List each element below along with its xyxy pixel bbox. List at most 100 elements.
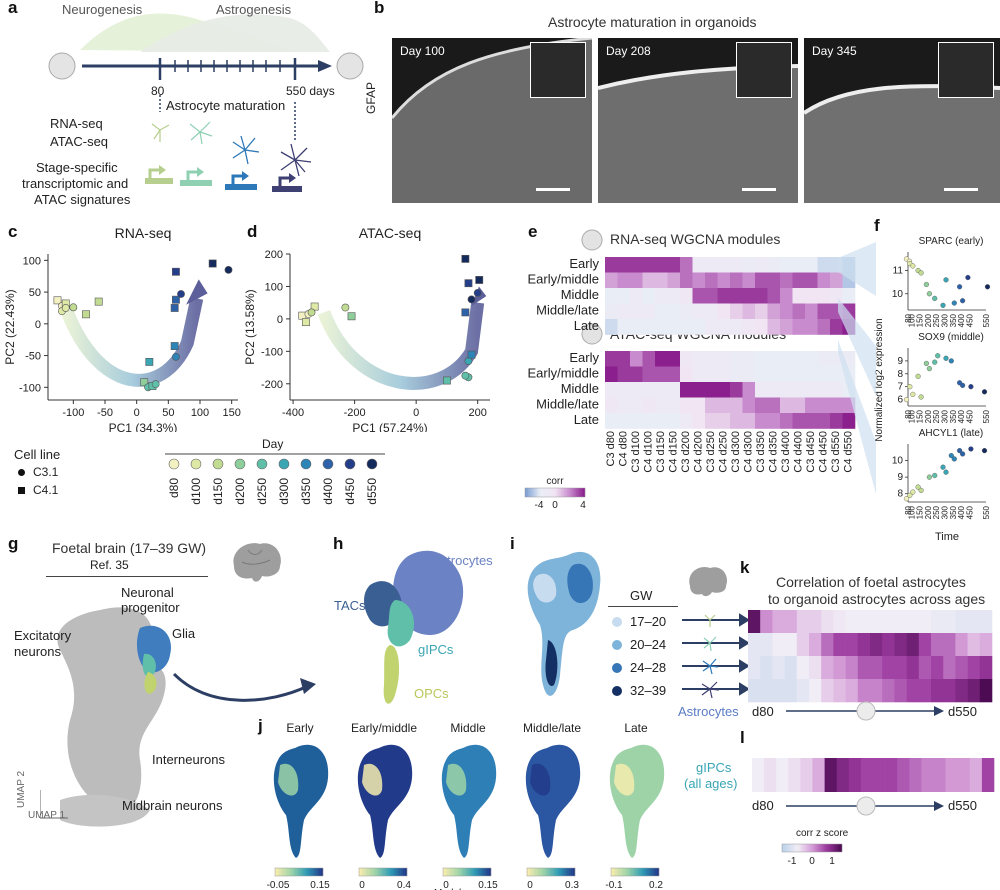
heatmap-cell [817,382,831,398]
colorbar-segment [313,868,316,876]
umap2-label: UMAP 2 [16,770,27,808]
heatmap-cell [630,319,643,335]
colorbar-segment [453,868,456,876]
heatmap-cell [833,679,846,703]
y-tick-label: 8 [897,369,903,380]
gw-legend-item-1: 17–20 [612,614,666,629]
colorbar-segment [529,488,532,497]
progenitor-label: progenitor [121,600,180,615]
glia-umap-celltypes [364,550,464,704]
y-tick-label: 9 [897,472,903,483]
heatmap-cell [772,656,785,680]
heatmap-col-label: C3 d350 [755,431,767,473]
colorbar-segment [369,868,372,876]
heatmap-cell [817,366,831,383]
heatmap-cell [830,413,843,429]
day-swatch [212,458,224,470]
colorbar-segment [837,844,840,852]
heatmap-cell [730,257,743,273]
data-point [981,389,988,395]
heatmap-cell [680,288,693,304]
colorbar-segment [840,844,843,852]
heatmap-cell [906,633,920,657]
colorbar-segment [816,844,819,852]
heatmap-cell [969,758,983,792]
colorbar-segment [365,868,368,876]
panel-label-a: a [8,0,18,17]
colorbar-frame [358,867,408,877]
colorbar-segment [403,868,406,876]
heatmap-cell [642,413,656,429]
colorbar-segment [385,868,388,876]
organoid-icon [581,229,603,251]
colorbar-segment [569,868,572,876]
cellline-legend-title: Cell line [14,447,61,462]
wgcna-heatmaps: EarlyEarly/middleMiddleMiddle/lateLateEa… [524,256,856,511]
heatmap-cell [667,319,681,335]
heatmap-cell [821,610,834,634]
heatmap-cell [784,633,798,657]
module-title: Late [624,721,648,735]
heatmap-cell [848,758,862,792]
cellline-c31: C3.1 [18,465,58,479]
colorbar-segment [655,868,658,876]
heatmap-cell [755,303,768,320]
module-umap [441,744,497,858]
heatmap-cell [943,633,956,657]
heatmap-cell [692,351,706,367]
heatmap-cell [755,257,768,273]
panel-label-g: g [8,534,19,553]
signature-glyph-1 [145,165,173,184]
data-point [935,353,941,359]
colorbar-segment [651,868,654,876]
day-legend-title: Day [262,437,284,451]
colorbar-segment [531,488,533,497]
colorbar-segment [803,844,805,852]
gw-legend-item-3: 24–28 [612,660,666,675]
trajectory-arrow [317,301,485,390]
y-tick-label: 0 [35,319,41,331]
colorbar-segment [801,844,804,852]
heatmap-cell [755,413,768,429]
heatmap-cell [833,656,846,680]
heatmap-cell [642,397,656,414]
colorbar-segment [800,844,802,852]
data-point [940,302,946,308]
heatmap-cell [885,758,898,792]
heatmap-col-label: C4 d450 [817,431,829,473]
y-tick-label: -100 [261,346,283,358]
colorbar-segment [287,868,290,876]
foetal-organoid-heatmap [748,610,993,703]
heatmap-col-label: C4 d300 [742,431,754,473]
colorbar-segment [361,868,364,876]
colorbar-segment [546,488,548,497]
heatmap-cell [918,679,932,703]
day-legend-label: d150 [211,478,225,505]
heatmap-cell [742,303,756,320]
heatmap-cell [894,610,907,634]
colorbar-segment [547,868,550,876]
colorbar-segment [305,868,308,876]
day-legend-label: d250 [255,478,269,505]
umap1-label: UMAP 1 [28,810,66,821]
gw-legend-underline [608,606,678,607]
gipc-heatmap [752,758,995,792]
x-tick-label: 150 [916,409,925,423]
colorbar-segment [373,868,376,876]
colorbar-segment [549,868,552,876]
heatmap-cell [981,758,995,792]
data-point [951,456,957,462]
excitatory-label-2: neurons [14,644,61,659]
data-point-c41 [208,259,217,268]
x-tick-label: 400 [957,505,966,519]
colorbar-segment [526,488,529,497]
colorbar-segment [477,868,480,876]
title-underline [46,576,208,577]
astrocyte-icon-2 [189,121,213,145]
colorbar-segment [831,844,834,852]
panel-label-l: l [740,728,745,747]
heatmap-cell [717,382,731,398]
heatmap-cell [857,679,871,703]
x-tick-label: 300 [941,409,950,423]
colorbar-segment [528,488,530,497]
